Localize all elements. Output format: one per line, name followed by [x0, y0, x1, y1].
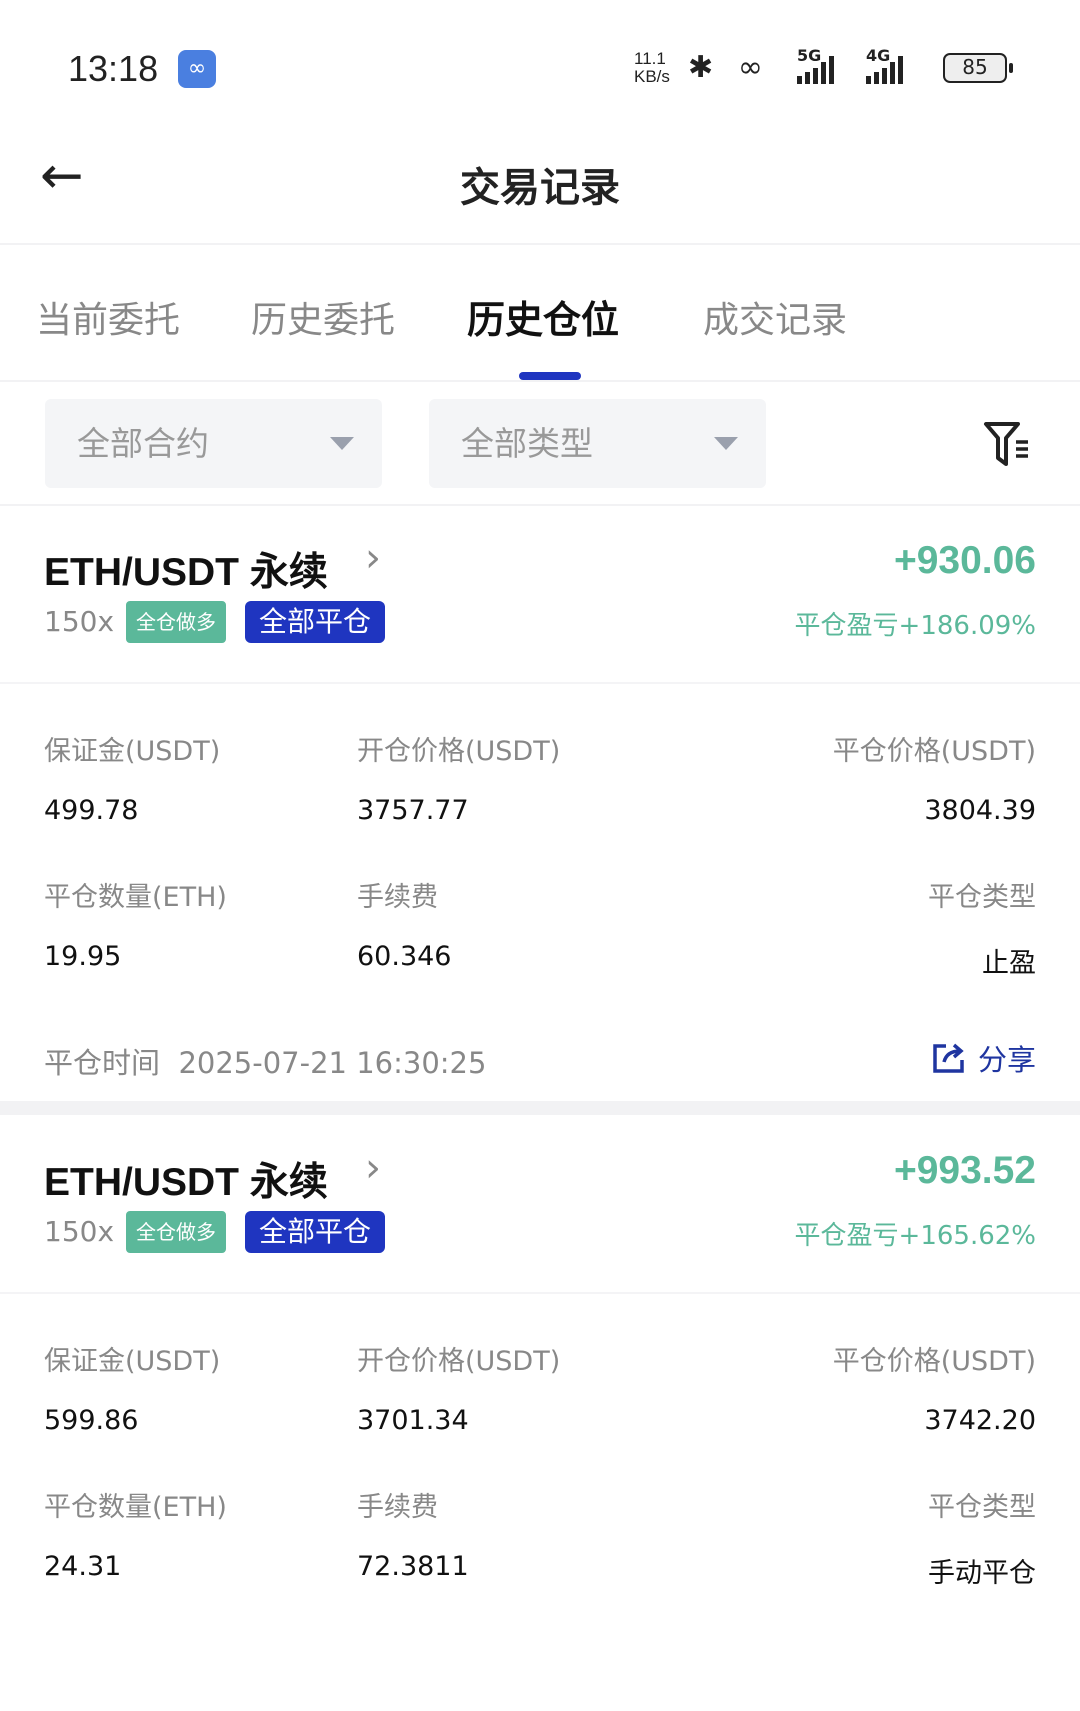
- margin-label: 保证金(USDT): [44, 1346, 221, 1377]
- open-price-value: 3757.77: [357, 795, 469, 826]
- share-icon: [933, 1043, 964, 1073]
- pair-name: ETH/USDT 永续: [44, 1161, 328, 1204]
- mode-tag: 全仓做多: [126, 601, 226, 643]
- tab-order-history[interactable]: 历史委托: [251, 300, 396, 341]
- page-title: 交易记录: [460, 165, 620, 211]
- card-gap: [0, 1101, 1080, 1115]
- close-qty-label: 平仓数量(ETH): [44, 882, 227, 913]
- pnl-value: +993.52: [893, 1149, 1036, 1192]
- pnl-percent: 平仓盈亏+186.09%: [794, 611, 1036, 641]
- pnl-percent: 平仓盈亏+165.62%: [794, 1221, 1036, 1251]
- mode-tag: 全仓做多: [126, 1211, 226, 1253]
- type-select[interactable]: 全部类型: [429, 399, 766, 488]
- caret-down-icon: [714, 437, 738, 450]
- close-qty-value: 24.31: [44, 1551, 122, 1582]
- fee-value: 72.3811: [357, 1551, 469, 1582]
- open-price-label: 开仓价格(USDT): [357, 1346, 561, 1377]
- status-tag: 全部平仓: [245, 601, 386, 643]
- open-price-value: 3701.34: [357, 1405, 469, 1436]
- close-time: 平仓时间 2025-07-21 16:30:25: [44, 1046, 487, 1080]
- close-price-value: 3804.39: [924, 795, 1036, 826]
- link-icon: ∞: [738, 50, 763, 85]
- close-price-label: 平仓价格(USDT): [832, 1346, 1036, 1377]
- link-app-icon: ∞: [178, 50, 216, 88]
- tab-trade-history[interactable]: 成交记录: [703, 300, 848, 341]
- close-type-value: 手动平仓: [928, 1558, 1036, 1589]
- status-bar: 13:18 ∞ 11.1 KB/s ✱ ∞ 5G 4G 85: [0, 0, 1080, 130]
- battery-icon: 85: [943, 53, 1013, 83]
- fee-label: 手续费: [357, 882, 438, 913]
- status-time: 13:18: [68, 48, 159, 89]
- contract-select[interactable]: 全部合约: [45, 399, 382, 488]
- tab-current-orders[interactable]: 当前委托: [36, 300, 181, 341]
- signal-4g-icon: 4G: [866, 46, 903, 84]
- divider: [0, 682, 1080, 684]
- margin-value: 599.86: [44, 1405, 139, 1436]
- network-speed: 11.1 KB/s: [634, 49, 670, 86]
- open-price-label: 开仓价格(USDT): [357, 736, 561, 767]
- header: ← 交易记录: [0, 130, 1080, 245]
- close-type-value: 止盈: [982, 948, 1036, 979]
- margin-label: 保证金(USDT): [44, 736, 221, 767]
- leverage: 150x: [44, 1215, 115, 1248]
- close-qty-value: 19.95: [44, 941, 122, 972]
- close-type-label: 平仓类型: [928, 882, 1036, 913]
- chevron-right-icon[interactable]: ›: [365, 1145, 381, 1191]
- tab-bar: 当前委托 历史委托 历史仓位 成交记录: [0, 247, 1080, 382]
- filter-icon[interactable]: [982, 418, 1034, 470]
- margin-value: 499.78: [44, 795, 139, 826]
- close-qty-label: 平仓数量(ETH): [44, 1492, 227, 1523]
- signal-5g-icon: 5G: [797, 46, 834, 84]
- share-button[interactable]: 分享: [932, 1037, 1036, 1079]
- close-price-label: 平仓价格(USDT): [832, 736, 1036, 767]
- pair-name: ETH/USDT 永续: [44, 551, 328, 594]
- close-type-label: 平仓类型: [928, 1492, 1036, 1523]
- bluetooth-icon: ✱: [688, 50, 714, 85]
- fee-label: 手续费: [357, 1492, 438, 1523]
- back-arrow-icon[interactable]: ←: [40, 146, 84, 206]
- tab-position-history[interactable]: 历史仓位: [467, 298, 620, 342]
- pnl-value: +930.06: [893, 539, 1036, 582]
- chevron-right-icon[interactable]: ›: [365, 535, 381, 581]
- divider: [0, 1292, 1080, 1294]
- close-price-value: 3742.20: [924, 1405, 1036, 1436]
- caret-down-icon: [330, 437, 354, 450]
- divider: [0, 504, 1080, 506]
- position-card[interactable]: ETH/USDT 永续 › 150x 全仓做多 全部平仓 +930.06 平仓盈…: [0, 505, 1080, 1101]
- fee-value: 60.346: [357, 941, 452, 972]
- status-tag: 全部平仓: [245, 1211, 386, 1253]
- leverage: 150x: [44, 605, 115, 638]
- position-card[interactable]: ETH/USDT 永续 › 150x 全仓做多 全部平仓 +993.52 平仓盈…: [0, 1115, 1080, 1711]
- active-tab-indicator: [519, 372, 581, 380]
